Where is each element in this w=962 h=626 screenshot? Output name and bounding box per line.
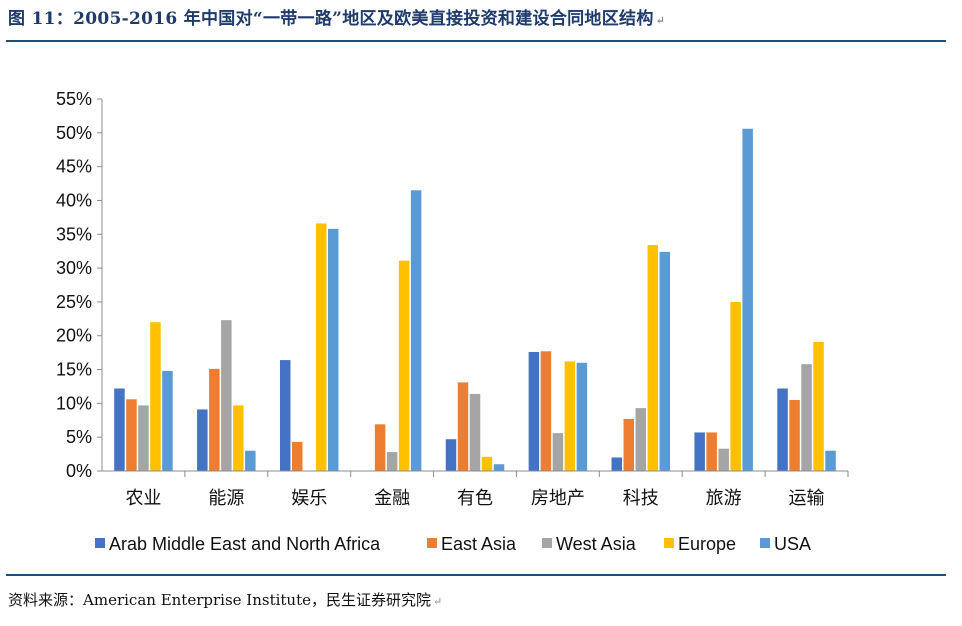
bar-5-6 <box>576 362 588 471</box>
x-category-label: 房地产 <box>531 488 585 509</box>
bar-2-5 <box>457 382 469 471</box>
bar-4-4 <box>398 260 410 471</box>
bar-2-7 <box>623 418 635 471</box>
bar-2-6 <box>540 351 552 471</box>
x-category-label: 有色 <box>457 488 493 509</box>
bar-5-5 <box>493 464 505 471</box>
bar-3-5 <box>469 393 481 471</box>
x-category-label: 农业 <box>125 488 161 509</box>
legend-label: USA <box>774 534 811 554</box>
legend-swatch <box>427 538 437 548</box>
legend-label: Arab Middle East and North Africa <box>109 534 381 554</box>
bar-5-9 <box>825 450 836 471</box>
source-divider <box>6 574 946 576</box>
bar-4-2 <box>233 405 244 471</box>
legend-label: West Asia <box>556 534 637 554</box>
bar-2-9 <box>789 399 800 471</box>
bar-3-2 <box>221 320 232 471</box>
bar-1-9 <box>777 388 788 471</box>
bar-4-3 <box>315 223 327 471</box>
bar-5-1 <box>162 370 173 471</box>
x-category-label: 运输 <box>789 488 825 509</box>
y-tick-label: 55% <box>56 89 92 109</box>
bar-5-2 <box>245 450 256 471</box>
x-category-label: 科技 <box>623 488 659 509</box>
bar-1-6 <box>528 351 540 471</box>
bar-2-8 <box>706 432 717 471</box>
y-axis: 0% 5% 10% 15% 20% 25% 30% 35% 40% 45% 50% 55% <box>56 89 103 481</box>
bar-4-8 <box>730 301 741 471</box>
bar-4-5 <box>481 456 493 471</box>
x-category-label: 金融 <box>374 488 410 509</box>
bar-1-5 <box>445 439 457 471</box>
bar-2-1 <box>126 399 137 471</box>
bar-5-3 <box>327 228 339 471</box>
legend-swatch <box>664 538 674 548</box>
x-category-label: 能源 <box>208 488 244 509</box>
bar-5-4 <box>410 190 422 472</box>
source-text: American Enterprise Institute，民生证券研究院 <box>83 591 431 609</box>
source-note: 资料来源：American Enterprise Institute，民生证券研… <box>8 591 443 609</box>
legend: Arab Middle East and North Africa East As… <box>95 534 811 554</box>
y-tick-label: 30% <box>56 258 92 278</box>
x-axis: 农业 能源 娱乐 金融 有色 房地产 科技 旅游 运输 <box>102 470 849 509</box>
bar-5-7 <box>659 251 671 471</box>
bar-3-7 <box>635 408 647 471</box>
bars <box>114 128 836 472</box>
legend-swatch <box>760 538 770 548</box>
x-category-label: 娱乐 <box>291 488 327 509</box>
bar-4-1 <box>150 322 161 471</box>
figure-title: 图 11：2005-2016 年中国对“一带一路”地区及欧美直接投资和建设合同地… <box>8 9 666 29</box>
bar-4-6 <box>564 361 576 471</box>
bar-2-4 <box>374 424 386 471</box>
bar-1-2 <box>197 409 208 471</box>
legend-label: East Asia <box>441 534 517 554</box>
bar-3-6 <box>552 433 564 471</box>
bar-3-1 <box>138 405 149 471</box>
y-tick-label: 10% <box>56 393 92 413</box>
bar-5-8 <box>742 128 753 471</box>
y-tick-label: 5% <box>66 427 92 447</box>
bar-3-9 <box>801 364 812 471</box>
y-tick-label: 0% <box>66 461 92 481</box>
bar-1-1 <box>114 388 125 471</box>
bar-4-9 <box>813 341 824 471</box>
y-tick-label: 50% <box>56 123 92 143</box>
legend-label: Europe <box>678 534 736 554</box>
y-tick-label: 20% <box>56 326 92 346</box>
y-tick-label: 35% <box>56 224 92 244</box>
y-tick-label: 25% <box>56 292 92 312</box>
bar-2-3 <box>291 441 303 471</box>
title-divider <box>6 40 946 42</box>
bar-4-7 <box>647 245 659 471</box>
bar-1-8 <box>694 432 705 471</box>
bar-1-7 <box>611 457 623 471</box>
y-tick-label: 15% <box>56 360 92 380</box>
bar-3-4 <box>386 452 398 471</box>
y-tick-label: 40% <box>56 190 92 210</box>
legend-swatch <box>95 538 105 548</box>
source-label: 资料来源： <box>8 591 84 609</box>
bar-2-2 <box>209 368 220 471</box>
bar-3-8 <box>718 448 729 471</box>
x-category-label: 旅游 <box>706 488 742 509</box>
bar-1-3 <box>279 360 291 471</box>
y-tick-label: 45% <box>56 157 92 177</box>
legend-swatch <box>542 538 552 548</box>
